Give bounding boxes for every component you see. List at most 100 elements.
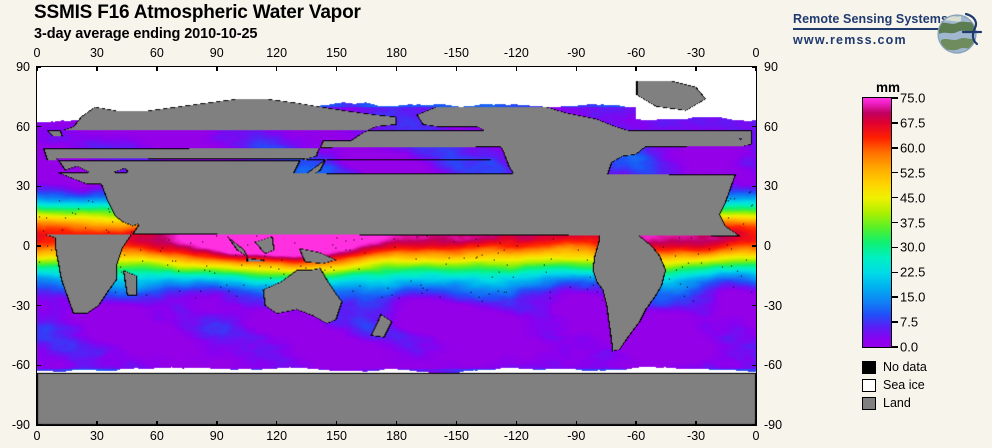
colorbar-tick-mark: [892, 296, 898, 298]
page-title: SSMIS F16 Atmospheric Water Vapor: [34, 2, 361, 23]
map-legend: No data Sea ice Land: [862, 358, 927, 412]
lon-tick-label-top: 0: [33, 46, 41, 60]
lon-tick-mark: [395, 421, 398, 426]
lat-tick-mark: [36, 125, 41, 128]
lat-tick-mark: [752, 185, 757, 188]
lat-tick-mark: [752, 125, 757, 128]
logo-company-name: Remote Sensing Systems: [793, 12, 949, 26]
lat-tick-mark: [752, 424, 757, 426]
lat-tick-label-right: 90: [764, 60, 778, 74]
colorbar-tick-label: 45.0: [900, 190, 926, 206]
lon-tick-mark: [275, 66, 278, 71]
colorbar-tick-label: 22.5: [900, 264, 926, 280]
colorbar-tick-label: 52.5: [900, 165, 926, 181]
lon-tick-label-top: 0: [752, 46, 760, 60]
lon-tick-label-top: -120: [503, 46, 529, 60]
lat-tick-label-left: -30: [11, 298, 30, 313]
legend-item: Sea ice: [862, 376, 927, 394]
legend-label-no-data: No data: [883, 360, 927, 374]
lon-tick-label-bottom: -90: [567, 429, 586, 443]
colorbar-tick-mark: [892, 147, 898, 149]
legend-item: No data: [862, 358, 927, 376]
colorbar-tick-label: 15.0: [900, 289, 926, 305]
lat-tick-mark: [36, 364, 41, 367]
lon-tick-mark: [635, 66, 637, 71]
lon-tick-mark: [36, 66, 38, 71]
lon-tick-label-bottom: 0: [752, 429, 760, 443]
lat-tick-mark: [752, 245, 757, 247]
lon-tick-label-bottom: 150: [326, 429, 348, 443]
colorbar-tick-label: 37.5: [900, 215, 926, 230]
colorbar-tick-label: 75.0: [900, 90, 926, 106]
lat-tick-label-left: 30: [16, 179, 30, 194]
lon-tick-mark: [156, 421, 158, 426]
lon-tick-mark: [275, 421, 278, 426]
colorbar-tick-mark: [892, 196, 898, 199]
lat-tick-mark: [752, 66, 757, 68]
lat-tick-mark: [36, 66, 41, 68]
lon-tick-mark: [335, 66, 338, 71]
colorbar-units-label: mm: [876, 80, 901, 95]
colorbar-tick-label: 7.5: [900, 314, 919, 330]
remss-logo[interactable]: Remote Sensing Systems www.remss.com: [793, 12, 983, 58]
lon-tick-mark: [216, 421, 218, 426]
lon-tick-mark: [515, 421, 518, 426]
globe-icon: [937, 12, 983, 54]
lon-tick-mark: [96, 421, 98, 426]
lat-tick-label-right: -30: [764, 298, 783, 313]
colorbar-tick-mark: [892, 171, 898, 174]
colorbar-tick-mark: [892, 221, 898, 224]
map-plot-area[interactable]: [36, 66, 757, 426]
lat-tick-label-right: -90: [764, 418, 783, 432]
lon-tick-label-top: 60: [149, 46, 164, 60]
colorbar-gradient: [862, 97, 892, 348]
colorbar-tick-mark: [892, 97, 898, 99]
lat-tick-label-left: -90: [11, 418, 30, 432]
lat-tick-label-left: 60: [16, 119, 30, 134]
lon-tick-label-bottom: 0: [33, 429, 41, 443]
lon-tick-mark: [635, 421, 637, 426]
lon-tick-label-top: 30: [89, 46, 104, 60]
lon-tick-mark: [156, 66, 158, 71]
lat-tick-mark: [752, 304, 757, 307]
colorbar-tick-mark: [892, 271, 898, 274]
colorbar-tick-mark: [892, 122, 898, 124]
lon-tick-mark: [455, 421, 458, 426]
legend-label-sea-ice: Sea ice: [883, 378, 925, 392]
lat-tick-label-right: 60: [764, 119, 778, 134]
lon-tick-label-top: -60: [627, 46, 646, 60]
lon-tick-mark: [395, 66, 398, 71]
lon-tick-label-bottom: 120: [266, 429, 288, 443]
water-vapor-heatmap: [37, 67, 756, 425]
lon-tick-label-top: -150: [443, 46, 469, 60]
lat-tick-label-left: -60: [11, 358, 30, 373]
colorbar-tick-mark: [892, 246, 898, 249]
logo-divider: [793, 28, 941, 30]
lon-tick-mark: [755, 421, 757, 426]
colorbar[interactable]: [862, 97, 892, 348]
lon-tick-label-bottom: -150: [443, 429, 469, 443]
lat-tick-label-right: 30: [764, 179, 778, 194]
legend-swatch-sea-ice: [862, 378, 876, 392]
lon-tick-label-top: 180: [386, 46, 407, 60]
lat-tick-mark: [752, 364, 757, 367]
legend-swatch-land: [862, 396, 876, 410]
lon-tick-mark: [36, 421, 38, 426]
lon-tick-label-bottom: 180: [386, 429, 407, 443]
lon-tick-mark: [575, 66, 577, 71]
lon-tick-mark: [335, 421, 338, 426]
lat-tick-mark: [36, 424, 41, 426]
lat-tick-label-left: 90: [16, 60, 30, 74]
lon-tick-mark: [695, 421, 697, 426]
lon-tick-label-bottom: 90: [209, 429, 224, 443]
lon-tick-mark: [575, 421, 577, 426]
legend-swatch-no-data: [862, 360, 876, 374]
legend-item: Land: [862, 394, 927, 412]
colorbar-tick-label: 0.0: [900, 339, 919, 355]
title-block: SSMIS F16 Atmospheric Water Vapor 3-day …: [34, 2, 361, 43]
lon-tick-mark: [755, 66, 757, 71]
lon-tick-label-bottom: -30: [687, 429, 706, 443]
page-subtitle: 3-day average ending 2010-10-25: [34, 26, 258, 42]
lon-tick-mark: [96, 66, 98, 71]
lon-tick-label-top: 90: [209, 46, 224, 60]
